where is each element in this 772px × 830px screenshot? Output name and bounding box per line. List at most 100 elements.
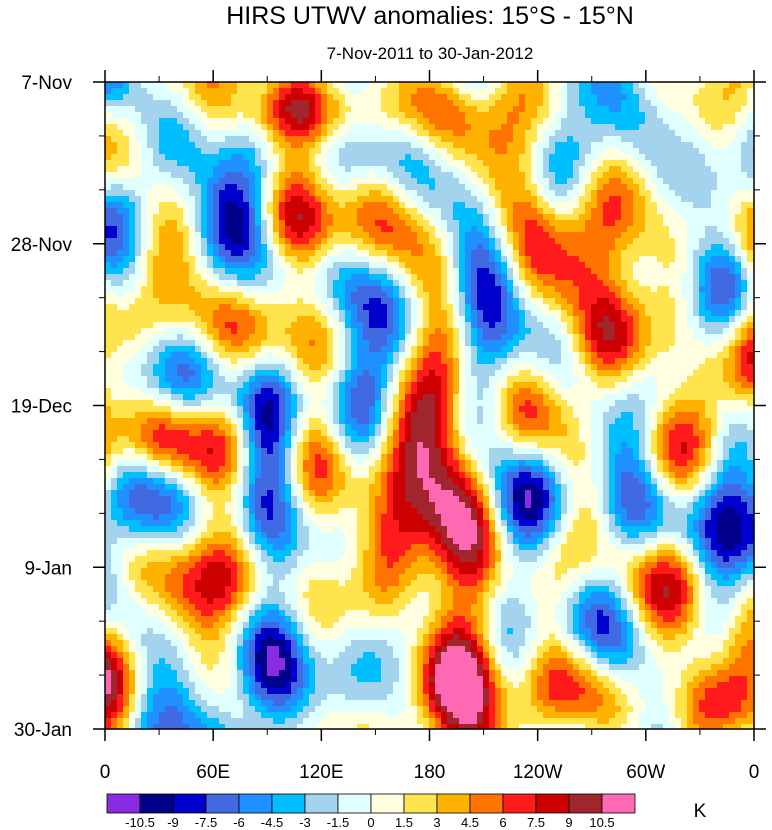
- heatmap-cell: [273, 118, 280, 125]
- heatmap-cell: [627, 202, 634, 209]
- heatmap-cell: [549, 292, 556, 299]
- heatmap-cell: [285, 256, 292, 263]
- heatmap-cell: [123, 124, 130, 131]
- heatmap-cell: [639, 172, 646, 179]
- heatmap-cell: [609, 124, 616, 131]
- heatmap-cell: [441, 304, 448, 311]
- heatmap-cell: [207, 202, 214, 209]
- heatmap-cell: [387, 172, 394, 179]
- heatmap-cell: [321, 238, 328, 245]
- heatmap-cell: [141, 88, 148, 95]
- heatmap-cell: [747, 298, 754, 305]
- heatmap-cell: [171, 226, 178, 233]
- heatmap-cell: [243, 172, 250, 179]
- heatmap-cell: [549, 316, 556, 323]
- heatmap-cell: [183, 118, 190, 125]
- heatmap-cell: [555, 352, 562, 359]
- heatmap-cell: [279, 238, 286, 245]
- heatmap-cell: [735, 130, 742, 137]
- heatmap-cell: [543, 214, 550, 221]
- heatmap-cell: [255, 94, 262, 101]
- heatmap-cell: [627, 238, 634, 245]
- heatmap-cell: [141, 202, 148, 209]
- heatmap-cell: [411, 232, 418, 239]
- heatmap-cell: [267, 322, 274, 329]
- heatmap-cell: [207, 196, 214, 203]
- heatmap-cell: [747, 106, 754, 113]
- heatmap-cell: [243, 202, 250, 209]
- heatmap-cell: [183, 232, 190, 239]
- heatmap-cell: [663, 82, 670, 89]
- heatmap-cell: [333, 130, 340, 137]
- heatmap-cell: [261, 334, 268, 341]
- heatmap-cell: [357, 202, 364, 209]
- heatmap-cell: [159, 196, 166, 203]
- heatmap-cell: [699, 208, 706, 215]
- heatmap-cell: [351, 178, 358, 185]
- heatmap-cell: [339, 124, 346, 131]
- heatmap-cell: [453, 112, 460, 119]
- heatmap-cell: [369, 178, 376, 185]
- heatmap-cell: [285, 238, 292, 245]
- heatmap-cell: [363, 142, 370, 149]
- heatmap-cell: [291, 196, 298, 203]
- heatmap-cell: [195, 304, 202, 311]
- heatmap-cell: [249, 256, 256, 263]
- heatmap-cell: [429, 322, 436, 329]
- heatmap-cell: [675, 94, 682, 101]
- heatmap-cell: [153, 280, 160, 287]
- heatmap-cell: [105, 292, 112, 299]
- heatmap-cell: [351, 166, 358, 173]
- heatmap-cell: [705, 160, 712, 167]
- heatmap-cell: [327, 88, 334, 95]
- heatmap-cell: [717, 292, 724, 299]
- heatmap-cell: [201, 262, 208, 269]
- heatmap-cell: [537, 208, 544, 215]
- heatmap-cell: [357, 142, 364, 149]
- heatmap-cell: [435, 220, 442, 227]
- heatmap-cell: [237, 148, 244, 155]
- heatmap-cell: [561, 256, 568, 263]
- heatmap-cell: [429, 202, 436, 209]
- heatmap-cell: [117, 328, 124, 335]
- heatmap-cell: [435, 238, 442, 245]
- heatmap-cell: [447, 214, 454, 221]
- heatmap-cell: [315, 280, 322, 287]
- heatmap-cell: [579, 274, 586, 281]
- heatmap-cell: [693, 268, 700, 275]
- heatmap-cell: [741, 100, 748, 107]
- heatmap-cell: [141, 112, 148, 119]
- heatmap-cell: [129, 244, 136, 251]
- heatmap-cell: [111, 160, 118, 167]
- heatmap-cell: [717, 328, 724, 335]
- heatmap-cell: [489, 214, 496, 221]
- heatmap-cell: [687, 106, 694, 113]
- heatmap-cell: [267, 172, 274, 179]
- heatmap-cell: [543, 316, 550, 323]
- heatmap-cell: [327, 298, 334, 305]
- heatmap-cell: [669, 160, 676, 167]
- heatmap-cell: [219, 346, 226, 353]
- heatmap-cell: [477, 322, 484, 329]
- heatmap-cell: [147, 166, 154, 173]
- heatmap-cell: [579, 166, 586, 173]
- heatmap-cell: [495, 280, 502, 287]
- heatmap-cell: [267, 94, 274, 101]
- heatmap-cell: [633, 232, 640, 239]
- heatmap-cell: [195, 154, 202, 161]
- heatmap-cell: [153, 310, 160, 317]
- heatmap-cell: [417, 250, 424, 257]
- heatmap-cell: [201, 160, 208, 167]
- heatmap-cell: [423, 160, 430, 167]
- heatmap-cell: [657, 118, 664, 125]
- heatmap-cell: [459, 196, 466, 203]
- heatmap-cell: [705, 226, 712, 233]
- heatmap-cell: [189, 214, 196, 221]
- heatmap-cell: [369, 226, 376, 233]
- heatmap-cell: [231, 154, 238, 161]
- heatmap-cell: [711, 244, 718, 251]
- heatmap-cell: [417, 166, 424, 173]
- heatmap-cell: [435, 166, 442, 173]
- heatmap-cell: [471, 202, 478, 209]
- heatmap-cell: [195, 232, 202, 239]
